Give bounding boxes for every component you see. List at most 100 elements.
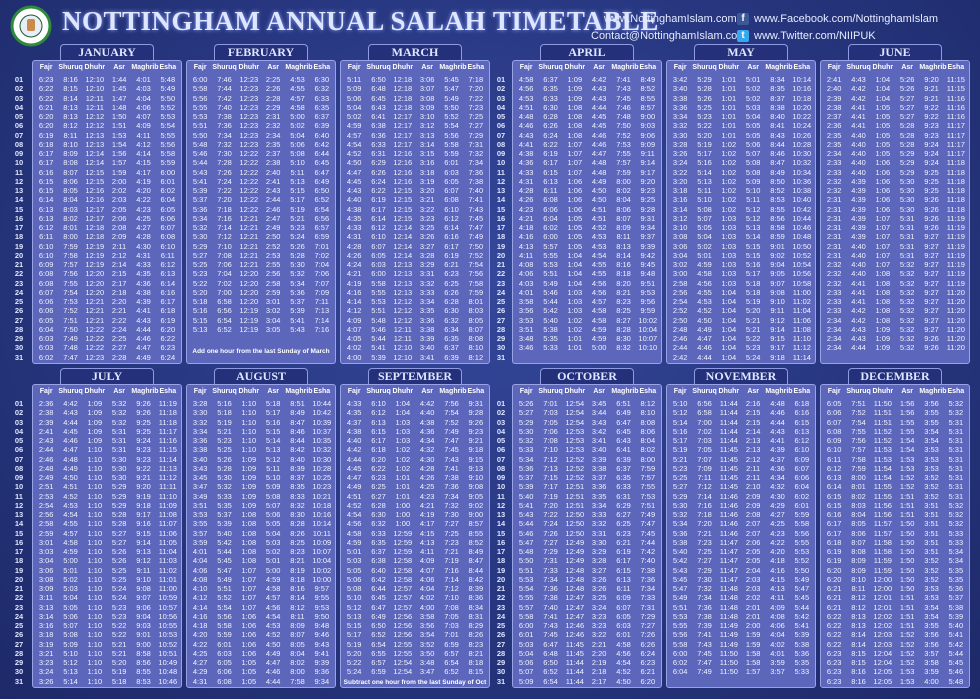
time-cell: 3:51 [518,324,534,334]
time-cell: 5:02 [63,574,78,584]
time-cell: 6:30 [444,306,459,316]
time-cell: 8:52 [468,537,484,547]
time-cell: 6:47 [371,602,386,612]
time-cell: 7:38 [217,112,232,121]
time-cell: 12:56 [393,611,413,621]
time-cell: 1:02 [395,454,411,464]
time-cell: 12:55 [393,648,413,658]
time-cell: 5:20 [346,648,362,658]
time-cell: 6:08 [217,676,232,686]
email-link[interactable]: Contact@NottinghamIslam.com [591,30,747,42]
time-cell: 2:21 [591,639,607,649]
time-cell: 10:07 [312,547,332,556]
day-number: 18 [496,556,506,566]
time-cell: 4:46 [770,408,785,418]
time-cell: 7:53 [640,491,656,501]
time-cell: 5:31 [948,482,964,492]
time-cell: 5:02 [745,84,761,94]
time-cell: 9:13 [136,547,151,556]
time-cell: 7:45 [697,648,712,658]
time-cell: 5:49 [160,84,176,94]
time-cell: 5:15 [192,315,208,325]
time-cell: 8:57 [468,519,484,529]
time-cell: 5:47 [444,84,459,94]
facebook-link[interactable]: www.Facebook.com/NottinghamIslam [754,13,939,25]
time-cell: 8:55 [136,667,151,677]
time-cell: 10:53 [158,630,178,640]
time-cell: 9:27 [924,269,939,279]
time-cell: 8:00 [290,667,305,677]
time-cell: 8:00 [616,176,631,186]
time-cell: 5:33 [948,537,964,547]
time-cell: 6:21 [38,102,54,112]
time-cell: 3:09 [38,584,54,593]
time-cell: 8:25 [290,537,305,547]
time-cell: 12:04 [873,648,893,658]
time-cell: 5:56 [160,139,176,149]
time-cell: 1:02 [395,463,411,473]
time-cell: 12:10 [393,343,413,353]
time-cell: 5:23 [217,436,232,445]
day-number: 05 [14,436,24,445]
column-header: Asr [267,388,279,395]
time-cell: 7:33 [543,565,558,575]
time-cell: 8:07 [63,167,78,177]
time-cell: 6:02 [38,352,54,362]
twitter-link[interactable]: www.Twitter.com/NIIPUK [754,30,876,42]
time-cell: 12:04 [873,658,893,667]
time-cell: 1:06 [241,621,257,630]
time-cell: 7:48 [63,343,78,353]
time-cell: 11:16 [158,436,177,445]
time-cell: 6:03 [38,334,54,343]
time-cell: 12:22 [239,204,259,214]
time-cell: 7:46 [217,75,232,84]
time-cell: 8:04 [63,195,78,205]
time-cell: 5:09 [346,84,362,94]
time-cell: 5:17 [697,149,712,158]
time-cell: 4:58 [265,584,281,593]
time-cell: 4:59 [63,547,78,556]
time-cell: 6:23 [371,473,386,482]
time-cell: 6:45 [371,593,386,603]
time-cell: 4:58 [591,315,607,325]
time-cell: 6:19 [38,130,54,140]
time-cell: 5:32 [899,287,915,297]
time-cell: 5:06 [745,139,761,149]
time-cell: 8:15 [851,658,866,667]
time-cell: 1:07 [241,565,257,575]
website-link[interactable]: www.NottinghamIslam.com [604,13,737,25]
time-cell: 6:23 [38,75,54,84]
time-cell: 6:18 [38,139,54,149]
time-cell: 9:27 [924,306,939,316]
time-cell: 8:14 [63,93,78,103]
time-cell: 9:20 [136,482,151,492]
time-cell: 6:52 [314,195,330,205]
time-cell: 6:12 [160,260,176,269]
time-cell: 2:37 [265,149,281,158]
time-cell: 12:58 [393,565,413,575]
time-cell: 5:03 [265,537,281,547]
time-cell: 1:04 [875,75,891,84]
time-cell: 6:41 [371,112,386,121]
time-cell: 4:55 [290,84,305,94]
time-cell: 2:38 [38,408,54,418]
time-cell: 4:40 [851,130,866,140]
column-header: Dhuhr [392,388,414,395]
time-cell: 3:03 [38,547,54,556]
time-cell: 12:22 [239,149,259,158]
time-cell: 6:43 [371,102,386,112]
day-number: 19 [496,241,506,251]
time-cell: 12:47 [565,611,585,621]
time-cell: 1:10 [87,463,103,473]
time-cell: 9:14 [136,537,151,547]
time-cell: 1:56 [899,399,915,408]
time-cell: 5:44 [543,297,558,306]
time-cell: 9:22 [924,112,939,121]
time-cell: 6:35 [543,84,558,94]
time-cell: 7:03 [444,621,459,630]
time-cell: 4:54 [265,611,281,621]
time-cell: 5:55 [794,537,810,547]
time-cell: 4:56 [591,278,607,288]
day-number: 23 [14,278,24,288]
time-cell: 12:21 [239,232,259,242]
